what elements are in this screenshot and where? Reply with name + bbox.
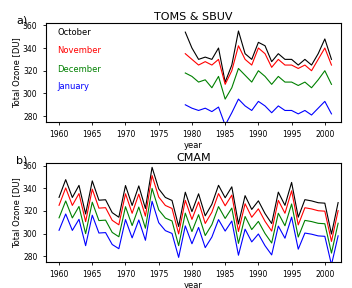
Text: b): b) [16,156,27,165]
Text: November: November [58,46,102,55]
Y-axis label: Total Ozone [DU]: Total Ozone [DU] [12,37,21,108]
Text: a): a) [16,15,27,25]
Y-axis label: Total Ozone [DU]: Total Ozone [DU] [12,177,21,248]
Title: TOMS & SBUV: TOMS & SBUV [154,12,233,22]
Text: January: January [58,82,90,91]
X-axis label: year: year [184,281,203,288]
X-axis label: year: year [184,141,203,149]
Text: October: October [58,28,91,37]
Text: December: December [58,65,101,73]
Title: CMAM: CMAM [176,153,211,162]
